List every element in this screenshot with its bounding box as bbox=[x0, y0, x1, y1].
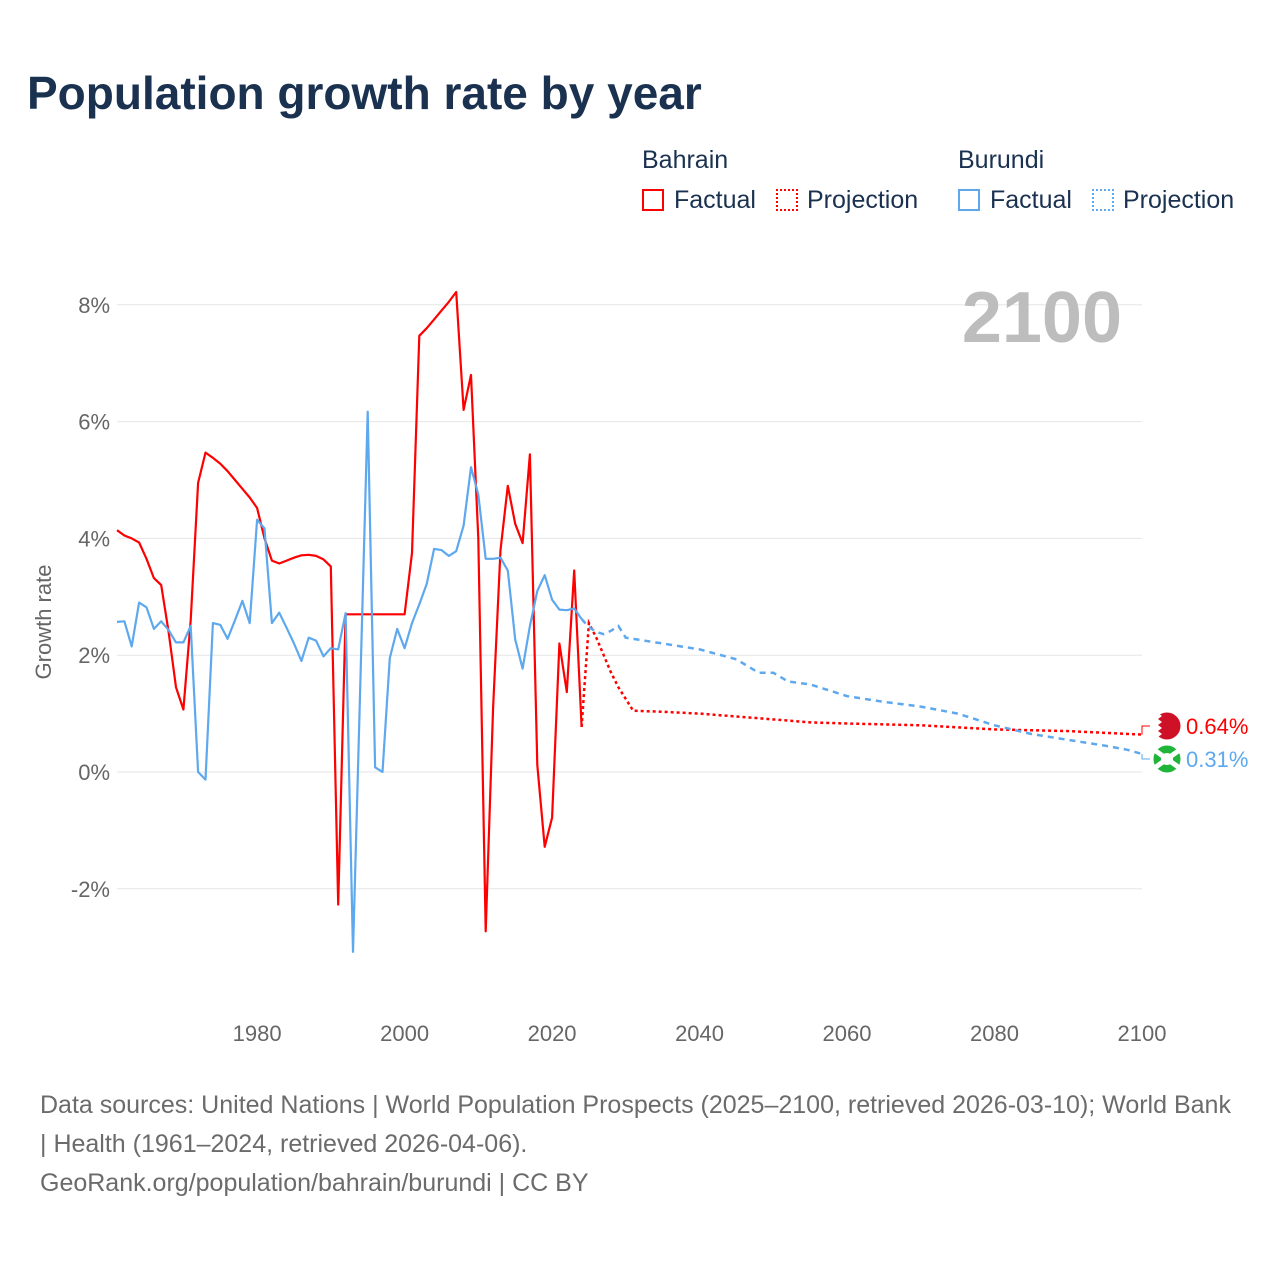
legend-swatch-burundi-projection[interactable] bbox=[1092, 189, 1114, 211]
x-tick-label: 2000 bbox=[380, 1021, 429, 1046]
bahrain-projection-line bbox=[580, 618, 1143, 736]
y-tick-label: 6% bbox=[78, 410, 110, 435]
legend-bahrain-factual[interactable]: Factual bbox=[674, 186, 756, 214]
y-tick-label: 8% bbox=[78, 293, 110, 318]
legend-group-bahrain: Bahrain bbox=[642, 146, 729, 174]
legend-burundi-projection[interactable]: Projection bbox=[1123, 186, 1235, 214]
page-title: Population growth rate by year bbox=[27, 67, 702, 119]
x-tick-label: 2040 bbox=[675, 1021, 724, 1046]
legend-swatch-bahrain-projection[interactable] bbox=[776, 189, 798, 211]
y-axis-label: Growth rate bbox=[31, 565, 56, 680]
y-tick-label: 4% bbox=[78, 526, 110, 551]
data-sources: Data sources: United Nations | World Pop… bbox=[40, 1091, 1231, 1158]
burundi-factual-line bbox=[116, 410, 583, 954]
legend-swatch-burundi-factual[interactable] bbox=[958, 189, 980, 211]
legend-swatch-bahrain-factual[interactable] bbox=[642, 189, 664, 211]
y-tick-label: 2% bbox=[78, 643, 110, 668]
burundi-end-label: 0.31% bbox=[1186, 747, 1248, 772]
year-label: 2100 bbox=[962, 278, 1122, 358]
legend-bahrain-projection[interactable]: Projection bbox=[807, 186, 919, 214]
burundi-flag-disc bbox=[1161, 753, 1173, 765]
line-chart: -2% 0% 2% 4% 6% 8% 1980 2000 2020 2040 2060 2080 210… bbox=[31, 278, 1248, 1046]
burundi-end-connector bbox=[1141, 753, 1150, 760]
source-link[interactable]: GeoRank.org/population/bahrain/burundi |… bbox=[40, 1169, 589, 1197]
legend-group-burundi: Burundi bbox=[958, 146, 1045, 174]
x-tick-label: 2080 bbox=[970, 1021, 1019, 1046]
burundi-projection-line bbox=[580, 618, 1143, 756]
bahrain-factual-line bbox=[116, 290, 583, 933]
bahrain-end-connector bbox=[1141, 725, 1150, 735]
bahrain-flag-serration bbox=[1153, 713, 1162, 737]
footer: Data sources: United Nations | World Pop… bbox=[40, 1086, 1240, 1203]
x-tick-label: 2100 bbox=[1118, 1021, 1167, 1046]
y-tick-label: 0% bbox=[78, 760, 110, 785]
bahrain-end-label: 0.64% bbox=[1186, 714, 1248, 739]
legend-burundi-factual[interactable]: Factual bbox=[990, 186, 1072, 214]
y-tick-label: -2% bbox=[71, 877, 110, 902]
x-tick-label: 2020 bbox=[528, 1021, 577, 1046]
x-tick-label: 1980 bbox=[233, 1021, 282, 1046]
x-tick-label: 2060 bbox=[823, 1021, 872, 1046]
